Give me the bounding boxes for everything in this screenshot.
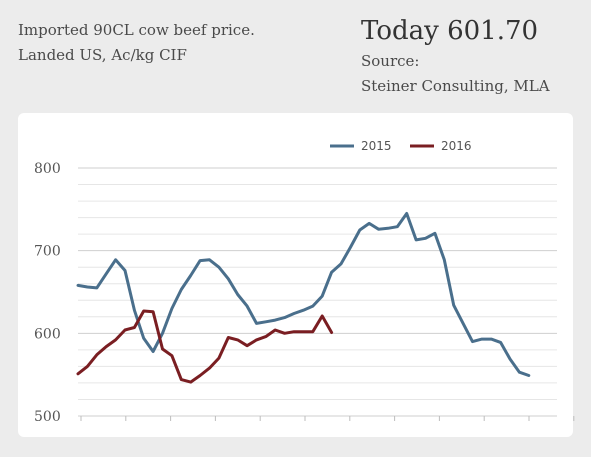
title-line-1: Imported 90CL cow beef price. [18,21,255,39]
chart-subtitle: Imported 90CL cow beef price. Landed US,… [18,18,255,68]
series-line-2015 [76,212,531,377]
y-tick-label: 600 [34,326,61,342]
y-tick-label: 500 [34,409,61,425]
legend-label-2016: 2016 [441,139,472,153]
title-line-2: Landed US, Ac/kg CIF [18,46,187,64]
series-line-2016 [76,309,334,384]
legend-label-2015: 2015 [361,139,392,153]
source-value: Steiner Consulting, MLA [361,77,550,95]
y-tick-label: 700 [34,244,61,260]
source-label: Source: [361,52,420,70]
today-price: Today 601.70 [361,16,539,46]
y-tick-label: 800 [34,161,61,177]
